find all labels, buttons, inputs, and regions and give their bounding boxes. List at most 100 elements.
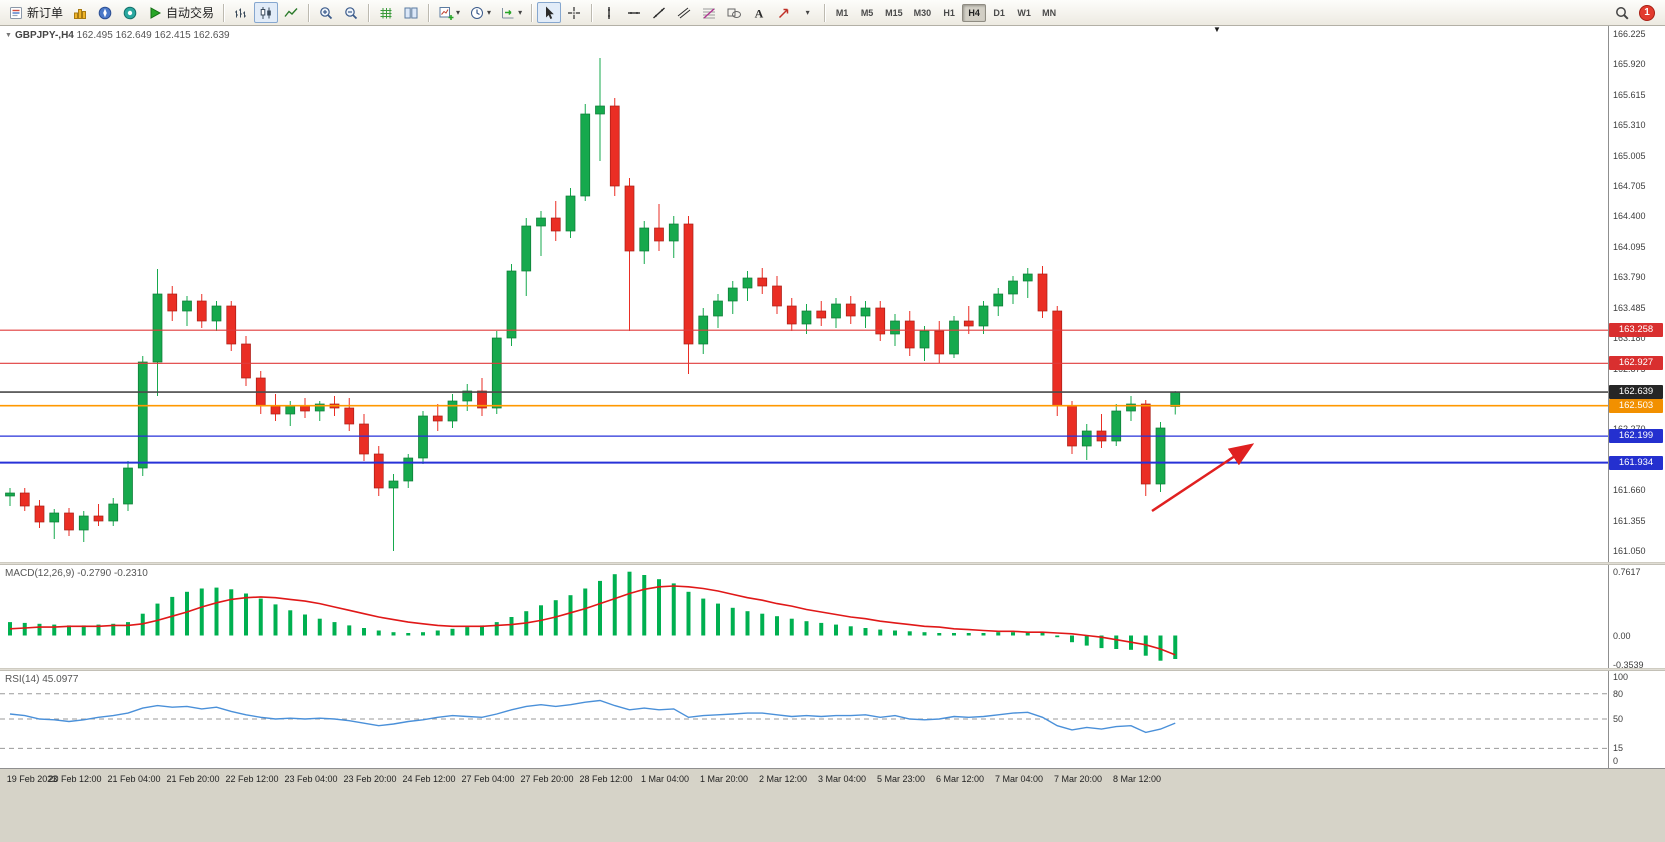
price-axis-label: 161.050 <box>1613 546 1646 556</box>
toolbar-separator <box>308 3 310 22</box>
horizontal-line-button[interactable] <box>622 2 646 23</box>
trendline-button[interactable] <box>647 2 671 23</box>
symbol-label: GBPJPY-,H4 <box>14 30 74 41</box>
price-axis-label: 165.920 <box>1613 59 1646 69</box>
new-chart-button[interactable]: ▾ <box>434 2 464 23</box>
price-badge[interactable]: 163.258 <box>1609 323 1663 338</box>
price-axis-label: 161.355 <box>1613 515 1646 526</box>
text-button[interactable]: A <box>747 2 771 23</box>
auto-trading-button-label: 自动交易 <box>166 6 215 20</box>
price-badge[interactable]: 162.639 <box>1609 385 1663 400</box>
timeframe-m30[interactable]: M30 <box>913 7 932 18</box>
rsi-canvas[interactable] <box>0 671 1608 766</box>
zoom-in-button[interactable] <box>314 2 338 23</box>
zoom-out-button[interactable] <box>339 2 363 23</box>
chart-shift-button[interactable]: ▾ <box>496 2 526 23</box>
cursor-icon <box>541 5 557 21</box>
horizontal-line-icon <box>626 5 642 21</box>
macd-canvas[interactable] <box>0 565 1608 668</box>
chart-shift-marker-icon[interactable]: ▼ <box>1213 25 1221 34</box>
main-chart-canvas[interactable] <box>0 26 1608 562</box>
price-badge[interactable]: 162.927 <box>1609 356 1663 371</box>
pane-separator[interactable] <box>0 668 1665 671</box>
channel-button[interactable] <box>672 2 696 23</box>
macd-axis-label: -0.3539 <box>1613 660 1644 671</box>
toolbar-separator <box>428 3 430 22</box>
grid-icon <box>378 5 394 21</box>
time-axis[interactable]: 19 Feb 2023 20 Feb 12:00 21 Feb 04:00 21 Fe… <box>0 768 1665 842</box>
market-watch-button[interactable] <box>68 2 92 23</box>
candlestick-button[interactable] <box>254 2 279 23</box>
bar-chart-button[interactable] <box>229 2 253 23</box>
timeframe-w1[interactable]: W1 <box>1017 7 1031 18</box>
notification-badge[interactable]: 1 <box>1639 4 1655 21</box>
timeframe-d1[interactable]: D1 <box>993 7 1005 18</box>
grid-button[interactable] <box>374 2 398 23</box>
chart-shift-icon <box>500 5 516 21</box>
time-axis-label: 7 Mar 04:00 <box>994 774 1044 784</box>
chart-background <box>0 26 1665 768</box>
rsi-axis-label: 100 <box>1613 672 1629 682</box>
toolbar-separator <box>223 3 225 22</box>
price-badge[interactable]: 162.503 <box>1609 398 1663 413</box>
fibonacci-icon <box>701 5 717 21</box>
macd-histogram-layer <box>8 571 1178 661</box>
more-tools-button[interactable]: ▾ <box>797 2 819 23</box>
rsi-axis-label: 0 <box>1613 756 1619 766</box>
time-axis-label: 23 Feb 04:00 <box>284 774 338 784</box>
chart-title: ▼ GBPJPY-,H4 162.495 162.649 162.415 162.… <box>5 30 230 41</box>
fibonacci-button[interactable] <box>697 2 721 23</box>
svg-text:A: A <box>755 6 764 20</box>
text-icon: A <box>751 5 767 21</box>
timeframe-h1[interactable]: H1 <box>943 7 955 18</box>
macd-axis-label: 0.00 <box>1613 630 1631 641</box>
price-axis-label: 164.400 <box>1613 211 1646 221</box>
dropdown-arrow-icon: ▾ <box>456 8 461 17</box>
toolbar: 新订单 自动交易 ▾ ▾ ▾ A ▾ M1 M5 M15 M30 H1 H4 D1 W1 MN 1 <box>0 0 1665 26</box>
macd-axis-label: 0.7617 <box>1613 566 1641 577</box>
arrows-button[interactable] <box>772 2 796 23</box>
time-axis-label: 1 Mar 04:00 <box>640 774 690 784</box>
bar-chart-icon <box>233 5 249 21</box>
time-axis-label: 27 Feb 20:00 <box>520 774 574 784</box>
price-badge[interactable]: 162.199 <box>1609 429 1663 444</box>
timeframe-mn[interactable]: MN <box>1042 7 1057 18</box>
new-order-icon <box>8 5 24 21</box>
price-badge[interactable]: 161.934 <box>1609 455 1663 470</box>
time-axis-label: 22 Feb 12:00 <box>225 774 279 784</box>
price-axis[interactable]: 166.225 165.920 165.615 165.310 165.005 164.7… <box>1608 26 1665 768</box>
timeframe-m15[interactable]: M15 <box>885 7 903 18</box>
auto-trading-button[interactable]: 自动交易 <box>143 2 218 23</box>
search-button[interactable] <box>1610 2 1634 23</box>
cursor-button[interactable] <box>537 2 562 23</box>
data-window-button[interactable] <box>118 2 142 23</box>
line-chart-button[interactable] <box>279 2 303 23</box>
time-axis-label: 7 Mar 20:00 <box>1053 774 1103 784</box>
arrow-annotation[interactable] <box>1151 443 1255 513</box>
crosshair-icon <box>566 5 582 21</box>
rsi-line <box>9 699 1176 734</box>
rsi-levels-layer <box>0 693 1608 749</box>
crosshair-button[interactable] <box>562 2 586 23</box>
period-button[interactable]: ▾ <box>465 2 495 23</box>
rsi-axis-label: 15 <box>1613 743 1624 754</box>
price-axis-label: 162.270 <box>1613 424 1646 434</box>
chart-collapse-icon[interactable]: ▼ <box>5 32 12 39</box>
new-order-button[interactable]: 新订单 <box>4 2 67 23</box>
toolbar-separator <box>368 3 370 22</box>
shapes-button[interactable] <box>722 2 746 23</box>
navigator-button[interactable] <box>93 2 117 23</box>
timeframe-h4[interactable]: H4 <box>962 3 987 22</box>
candlestick-icon <box>258 5 274 21</box>
toolbar-separator <box>591 3 593 22</box>
pane-separator[interactable] <box>0 562 1665 565</box>
hlines-layer[interactable] <box>0 329 1608 464</box>
time-axis-label: 21 Feb 04:00 <box>107 774 161 784</box>
vertical-line-button[interactable] <box>597 2 621 23</box>
timeframe-m5[interactable]: M5 <box>860 7 874 18</box>
zoom-out-icon <box>343 5 359 21</box>
tile-windows-button[interactable] <box>399 2 423 23</box>
timeframe-m1[interactable]: M1 <box>835 7 849 18</box>
time-axis-label: 19 Feb 2023 <box>6 774 58 784</box>
time-axis-label: 5 Mar 23:00 <box>876 774 926 784</box>
